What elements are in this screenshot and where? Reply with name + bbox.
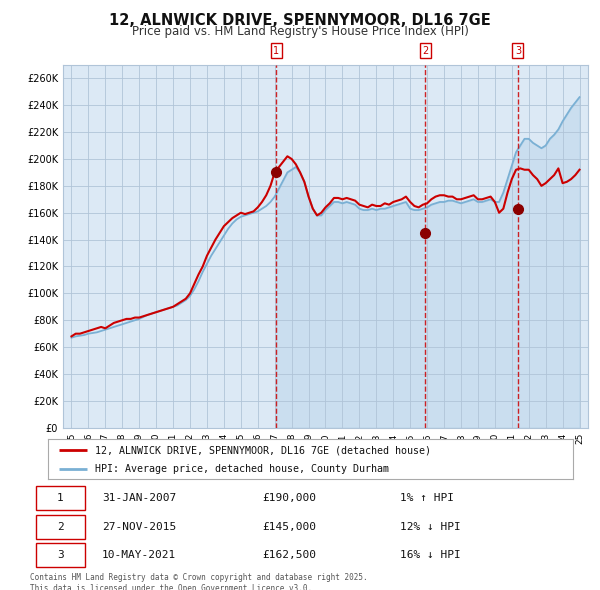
Text: 27-NOV-2015: 27-NOV-2015 [102,522,176,532]
Text: £190,000: £190,000 [262,493,316,503]
Text: 1: 1 [57,493,64,503]
Text: HPI: Average price, detached house, County Durham: HPI: Average price, detached house, Coun… [95,464,389,474]
Text: 1: 1 [273,46,279,56]
Text: 12, ALNWICK DRIVE, SPENNYMOOR, DL16 7GE (detached house): 12, ALNWICK DRIVE, SPENNYMOOR, DL16 7GE … [95,445,431,455]
Text: 2: 2 [422,46,428,56]
FancyBboxPatch shape [35,514,85,539]
Text: Contains HM Land Registry data © Crown copyright and database right 2025.
This d: Contains HM Land Registry data © Crown c… [30,573,368,590]
Text: Price paid vs. HM Land Registry's House Price Index (HPI): Price paid vs. HM Land Registry's House … [131,25,469,38]
FancyBboxPatch shape [35,543,85,567]
Text: 3: 3 [515,46,521,56]
Text: 16% ↓ HPI: 16% ↓ HPI [400,550,461,560]
Text: 12% ↓ HPI: 12% ↓ HPI [400,522,461,532]
Text: 1% ↑ HPI: 1% ↑ HPI [400,493,454,503]
Text: £145,000: £145,000 [262,522,316,532]
Text: 10-MAY-2021: 10-MAY-2021 [102,550,176,560]
Text: 12, ALNWICK DRIVE, SPENNYMOOR, DL16 7GE: 12, ALNWICK DRIVE, SPENNYMOOR, DL16 7GE [109,13,491,28]
FancyBboxPatch shape [35,486,85,510]
Text: 31-JAN-2007: 31-JAN-2007 [102,493,176,503]
Text: 3: 3 [57,550,64,560]
Text: £162,500: £162,500 [262,550,316,560]
Text: 2: 2 [57,522,64,532]
